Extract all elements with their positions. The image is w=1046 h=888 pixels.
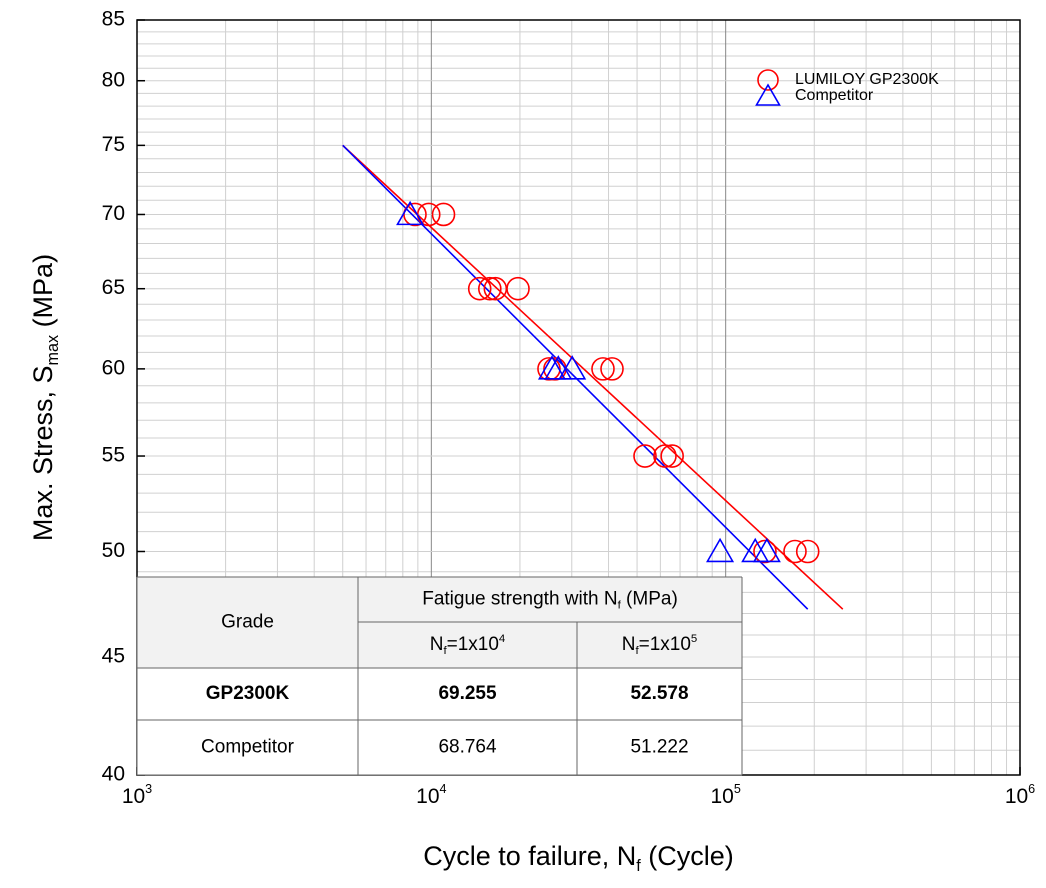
legend-marker <box>757 69 779 91</box>
text-part: f <box>635 645 639 657</box>
marker <box>633 444 657 468</box>
text-part: =1x10 <box>639 634 691 655</box>
marker <box>706 537 735 563</box>
text-part: 6 <box>1028 782 1035 796</box>
table-body-bg <box>137 668 742 775</box>
y-tick-label: 55 <box>102 444 125 467</box>
marker <box>783 539 807 564</box>
text-part: Max. Stress, S <box>28 366 58 542</box>
y-axis-title: Max. Stress, Smax (MPa) <box>28 254 62 541</box>
y-tick-label: 70 <box>102 202 125 225</box>
text-part: N <box>622 634 636 655</box>
table-cell: Competitor <box>201 737 295 758</box>
text-part: 10 <box>710 785 733 808</box>
legend-marker <box>755 83 781 106</box>
text-part: 4 <box>499 633 505 645</box>
y-tick-label: 65 <box>102 276 125 299</box>
text-part: max <box>44 335 62 366</box>
table-cell: 51.222 <box>630 737 688 758</box>
y-tick-label: 45 <box>102 645 125 668</box>
y-tick-label: 80 <box>102 68 125 91</box>
legend-label: Competitor <box>795 87 874 104</box>
marker <box>467 276 492 301</box>
table-cell: 69.255 <box>438 683 497 704</box>
marker <box>537 357 561 381</box>
marker <box>506 276 530 301</box>
text-part: 5 <box>734 782 741 796</box>
marker <box>591 357 615 381</box>
x-tick-label: 105 <box>710 782 740 807</box>
text-part: f <box>636 857 641 875</box>
text-part: N <box>430 634 444 655</box>
marker <box>431 202 456 227</box>
text-part: f <box>443 645 447 657</box>
y-tick-label: 40 <box>102 763 125 786</box>
text-part: 5 <box>691 633 697 645</box>
text-part: (MPa) <box>621 589 678 610</box>
table-header: Fatigue strength with Nf (MPa) <box>422 589 678 612</box>
y-tick-label: 85 <box>102 8 125 31</box>
marker <box>660 444 684 468</box>
table-header: Nf=1x104 <box>430 633 506 657</box>
text-part: 10 <box>122 785 145 808</box>
table-header: Grade <box>221 612 274 633</box>
y-tick-label: 60 <box>102 356 125 379</box>
text-part: 3 <box>145 782 152 796</box>
x-axis-title: Cycle to failure, Nf (Cycle) <box>423 841 734 875</box>
y-tick-label: 75 <box>102 133 125 156</box>
legend-label: LUMILOY GP2300K <box>795 71 939 88</box>
table-cell: 68.764 <box>438 737 497 758</box>
marker <box>653 444 677 468</box>
text-part: 10 <box>416 785 439 808</box>
text-part: Grade <box>221 612 274 633</box>
y-tick-label: 50 <box>102 539 125 562</box>
table-cell: GP2300K <box>206 683 290 704</box>
marker <box>600 357 624 381</box>
text-part: Cycle to failure, N <box>423 841 636 871</box>
marker <box>795 539 820 564</box>
marker <box>396 200 425 226</box>
marker <box>752 537 781 563</box>
fit-line <box>342 144 844 610</box>
marker <box>544 355 573 380</box>
x-tick-label: 106 <box>1005 782 1035 807</box>
text-part: Fatigue strength with N <box>422 589 617 610</box>
text-part: 10 <box>1005 785 1028 808</box>
text-part: 4 <box>440 782 447 796</box>
marker <box>558 355 587 380</box>
table-cell: 52.578 <box>630 683 688 704</box>
marker <box>753 539 777 564</box>
marker <box>478 276 502 301</box>
fit-line <box>342 144 809 610</box>
x-tick-label: 103 <box>122 782 152 807</box>
table-header: Nf=1x105 <box>622 633 698 657</box>
text-part: =1x10 <box>447 634 499 655</box>
x-tick-label: 104 <box>416 782 446 807</box>
text-part: f <box>618 600 622 612</box>
text-part: (MPa) <box>28 254 58 335</box>
text-part: (Cycle) <box>641 841 734 871</box>
